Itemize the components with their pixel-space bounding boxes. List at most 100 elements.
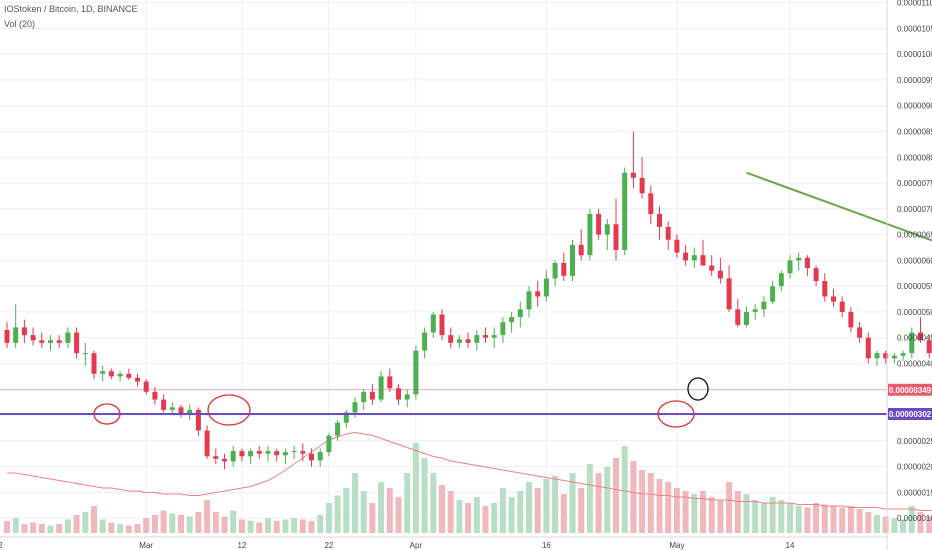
candle bbox=[578, 229, 584, 261]
volume-bar bbox=[169, 513, 176, 533]
candle-body bbox=[239, 451, 245, 457]
candle bbox=[13, 304, 19, 349]
candle-body bbox=[822, 280, 828, 297]
candle bbox=[161, 394, 167, 413]
candle-body bbox=[152, 391, 158, 400]
volume-bar bbox=[665, 482, 672, 533]
candle-body bbox=[509, 317, 515, 323]
volume-bar bbox=[917, 512, 924, 533]
volume-bar bbox=[795, 506, 802, 533]
volume-bar bbox=[499, 488, 506, 533]
candle bbox=[396, 384, 401, 405]
candle bbox=[752, 304, 758, 320]
candle-body bbox=[630, 172, 636, 178]
volume-bar bbox=[99, 519, 106, 533]
support-price-tag-bg bbox=[888, 408, 932, 420]
volume-bars bbox=[4, 443, 932, 533]
candle bbox=[517, 301, 523, 328]
volume-bar bbox=[821, 504, 828, 533]
candle bbox=[108, 368, 114, 379]
candle bbox=[622, 167, 628, 256]
candle bbox=[465, 332, 471, 349]
volume-bar bbox=[639, 470, 646, 533]
candle-body bbox=[100, 371, 106, 374]
volume-bar bbox=[813, 503, 820, 533]
candle bbox=[204, 425, 210, 459]
candle-body bbox=[813, 268, 819, 281]
candle-body bbox=[831, 296, 836, 302]
price-tick-label: 0.00000600 bbox=[897, 256, 932, 265]
volume-bar bbox=[882, 516, 889, 533]
candle bbox=[561, 252, 567, 281]
price-axis[interactable]: 0.00000100 0.00000150 0.00000200 0.00000250… bbox=[897, 0, 932, 523]
candle bbox=[65, 327, 71, 349]
candle-body bbox=[439, 314, 445, 336]
time-axis[interactable]: 12Mar1222Apr16May14Jun1121Jul16Aug13 bbox=[0, 541, 932, 550]
volume-bar bbox=[204, 500, 211, 533]
candle-body bbox=[326, 435, 332, 453]
price-tick-label: 0.00001050 bbox=[897, 24, 932, 33]
volume-bar bbox=[273, 521, 280, 533]
candle bbox=[448, 327, 454, 349]
price-tick-label: 0.00000150 bbox=[897, 488, 932, 497]
volume-bar bbox=[439, 485, 445, 533]
candle-body bbox=[300, 451, 306, 454]
candle-body bbox=[787, 260, 793, 274]
price-tick-label: 0.00000450 bbox=[897, 334, 932, 343]
candle-body bbox=[752, 309, 758, 312]
last-price-tag-bg bbox=[888, 383, 932, 396]
price-tick-label: 0.00001000 bbox=[897, 50, 932, 59]
price-tick-label: 0.00000800 bbox=[897, 153, 932, 162]
volume-bar bbox=[430, 473, 437, 533]
volume-bar bbox=[125, 525, 132, 533]
candle-body bbox=[918, 332, 923, 341]
candle bbox=[613, 198, 619, 261]
volume-bar bbox=[673, 488, 680, 533]
candle-body bbox=[282, 452, 288, 456]
candle-body bbox=[430, 314, 436, 333]
volume-bar bbox=[247, 521, 254, 533]
price-tick-label: 0.00000400 bbox=[897, 359, 932, 368]
volume-bar bbox=[221, 516, 228, 533]
candle bbox=[378, 371, 384, 403]
candle bbox=[848, 306, 854, 333]
candle-body bbox=[335, 422, 341, 436]
candle-body bbox=[900, 353, 906, 356]
volume-bar bbox=[578, 488, 585, 533]
candle bbox=[91, 350, 97, 379]
volume-bar bbox=[856, 509, 863, 533]
last-price-tag: 0.00000349 bbox=[889, 386, 932, 395]
volume-bar bbox=[456, 500, 463, 533]
candle bbox=[839, 296, 845, 318]
candle bbox=[48, 335, 53, 351]
candle-body bbox=[500, 322, 506, 336]
candle-body bbox=[117, 373, 123, 377]
candle-body bbox=[56, 340, 62, 343]
candle bbox=[761, 296, 767, 318]
annotations bbox=[93, 377, 709, 428]
volume-bar bbox=[604, 467, 611, 533]
price-tick-label: 0.00000950 bbox=[897, 76, 932, 85]
volume-bar bbox=[38, 524, 45, 533]
candle bbox=[195, 407, 201, 436]
volume-bar bbox=[447, 491, 454, 533]
candle-body bbox=[404, 394, 410, 400]
volume-bar bbox=[117, 524, 124, 533]
candle bbox=[343, 409, 349, 428]
candle-body bbox=[265, 451, 271, 454]
volume-bar bbox=[865, 512, 872, 533]
time-tick-label: 16 bbox=[542, 541, 551, 550]
volume-bar bbox=[700, 491, 706, 533]
candle bbox=[74, 327, 80, 359]
candle bbox=[256, 445, 262, 459]
candle bbox=[535, 280, 541, 307]
candle-body bbox=[291, 451, 297, 453]
candle-body bbox=[91, 353, 97, 374]
volume-bar bbox=[299, 519, 306, 533]
candle bbox=[474, 329, 480, 351]
price-tick-label: 0.00000650 bbox=[897, 231, 932, 240]
candle-body bbox=[178, 407, 184, 416]
candle bbox=[552, 260, 558, 287]
candle-body bbox=[622, 172, 628, 251]
